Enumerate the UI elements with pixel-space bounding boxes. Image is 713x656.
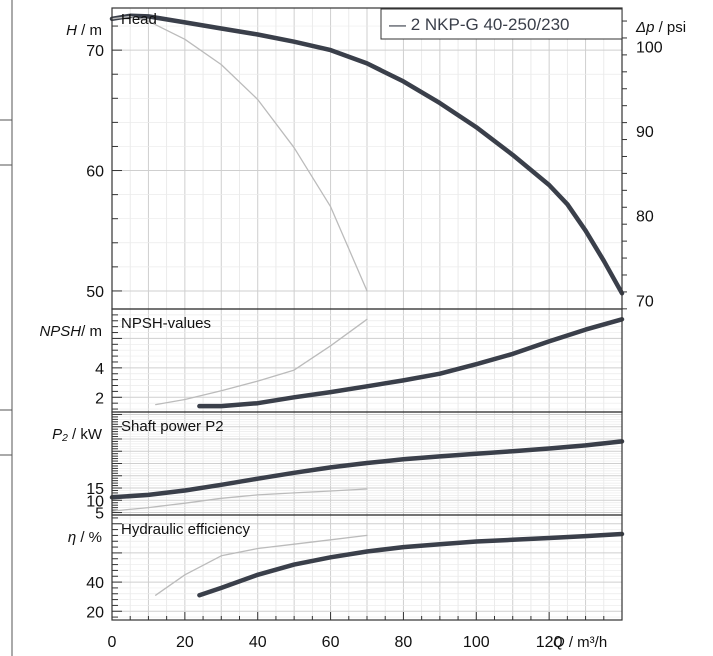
y-tick-label-efficiency: 20 (86, 604, 104, 621)
legend-box (380, 8, 623, 40)
y-tick-label-head: 70 (86, 43, 104, 60)
secondary-curve-power (111, 488, 368, 512)
main-curve-efficiency (197, 531, 625, 598)
main-curve-head (109, 13, 625, 296)
y-tick-label-power: 5 (95, 506, 104, 523)
x-tick-label: 40 (249, 634, 267, 651)
x-tick-label: 100 (463, 634, 490, 651)
secondary-curve-npsh (155, 318, 368, 406)
y-tick-label-head: 50 (86, 284, 104, 301)
y-tick-label-npsh: 2 (95, 390, 104, 407)
x-tick-label: 120 (536, 634, 563, 651)
x-tick-label: 60 (322, 634, 340, 651)
y-axis-title-head: H / m (66, 22, 102, 39)
main-curve-power (109, 439, 625, 500)
psi-tick-label: 80 (636, 209, 654, 226)
x-tick-label: 20 (176, 634, 194, 651)
psi-axis-title: Δp / psi (635, 19, 686, 36)
x-tick-label: 80 (395, 634, 413, 651)
y-tick-label-efficiency: 40 (86, 575, 104, 592)
x-tick-label: 0 (108, 634, 117, 651)
secondary-curve-efficiency (155, 534, 368, 596)
panel-title-power: Shaft power P2 (121, 418, 224, 435)
y-axis-title-npsh: NPSH/ m (39, 323, 102, 340)
y-axis-title-power: P₂ / kW (52, 426, 103, 443)
y-tick-label-power: 10 (86, 493, 104, 510)
y-tick-label-head: 60 (86, 164, 104, 181)
psi-tick-label: 70 (636, 293, 654, 310)
panel-title-efficiency: Hydraulic efficiency (121, 521, 250, 538)
y-tick-label-npsh: 4 (95, 361, 104, 378)
psi-tick-label: 100 (636, 39, 663, 56)
y-axis-title-efficiency: η / % (68, 529, 102, 546)
legend-entry: — 2 NKP-G 40-250/230 (389, 15, 569, 34)
secondary-curve-head (111, 15, 368, 292)
main-curve-npsh (197, 317, 625, 409)
panel-title-npsh: NPSH-values (121, 315, 211, 332)
panel-title-head: Head (121, 11, 157, 28)
psi-tick-label: 90 (636, 124, 654, 141)
x-axis-title: Q / m³/h (553, 634, 607, 651)
y-tick-label-power: 15 (86, 481, 104, 498)
